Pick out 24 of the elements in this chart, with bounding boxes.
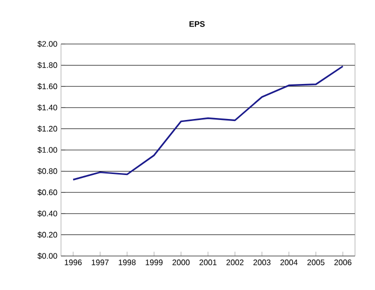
x-tick-label: 2006: [334, 260, 352, 266]
x-tick-label: 2003: [253, 260, 270, 266]
y-tick-label: $0.00: [38, 252, 58, 260]
y-tick-label: $1.40: [38, 104, 58, 111]
x-tick-label: 2005: [307, 260, 324, 266]
x-tick-label: 2000: [172, 260, 190, 266]
y-tick-label: $0.60: [38, 189, 58, 196]
y-tick-label: $1.00: [38, 146, 58, 154]
x-tick-label: 2004: [280, 260, 298, 266]
y-tick-label: $0.40: [38, 210, 58, 217]
x-tick-label: 1997: [92, 260, 109, 266]
y-tick-label: $1.20: [38, 126, 58, 132]
y-tick-label: $1.80: [38, 62, 58, 68]
chart-title: EPS: [190, 21, 205, 27]
y-tick-label: $0.80: [38, 168, 58, 174]
line-series: [72, 65, 344, 180]
x-tick-label: 1996: [64, 260, 82, 266]
x-tick-label: 2002: [226, 260, 244, 266]
y-tick-label: $2.00: [38, 40, 58, 48]
y-tick-label: $0.20: [38, 232, 58, 238]
x-tick-label: 1998: [118, 260, 136, 266]
x-tick-label: 1999: [146, 260, 163, 266]
y-tick-label: $1.60: [38, 83, 58, 90]
x-tick-label: 2001: [200, 260, 217, 266]
